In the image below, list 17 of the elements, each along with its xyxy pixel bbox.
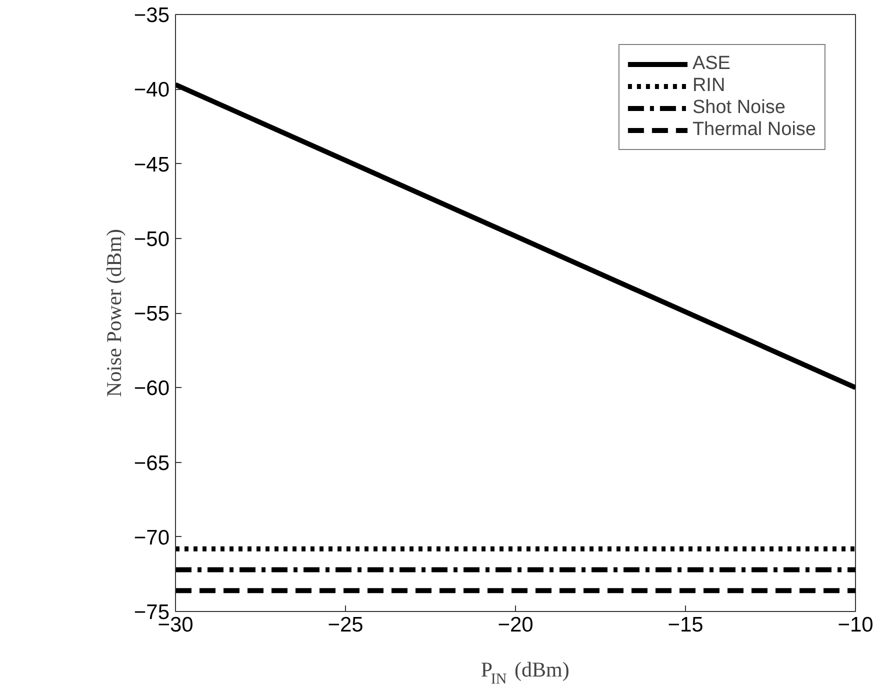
y-tick-label: −55 — [134, 302, 170, 326]
y-tick-label: −70 — [134, 526, 170, 550]
y-tick-label: −50 — [134, 228, 170, 251]
x-tick-label: −15 — [668, 614, 704, 636]
y-tick-label: −60 — [134, 377, 170, 400]
x-tick-label: −25 — [328, 614, 364, 636]
y-tick-label: −35 — [134, 4, 170, 27]
x-tick-label: −10 — [838, 614, 874, 636]
legend-label: RIN — [692, 75, 726, 97]
legend-label: Shot Noise — [692, 97, 786, 119]
y-axis-title: Noise Power (dBm) — [102, 229, 126, 397]
y-tick-label: −65 — [134, 452, 170, 475]
x-tick-label: −20 — [498, 614, 534, 636]
legend-label: ASE — [692, 53, 730, 75]
y-tick-label: −45 — [134, 153, 170, 176]
legend-label: Thermal Noise — [692, 119, 816, 141]
y-tick-label: −40 — [134, 78, 170, 102]
